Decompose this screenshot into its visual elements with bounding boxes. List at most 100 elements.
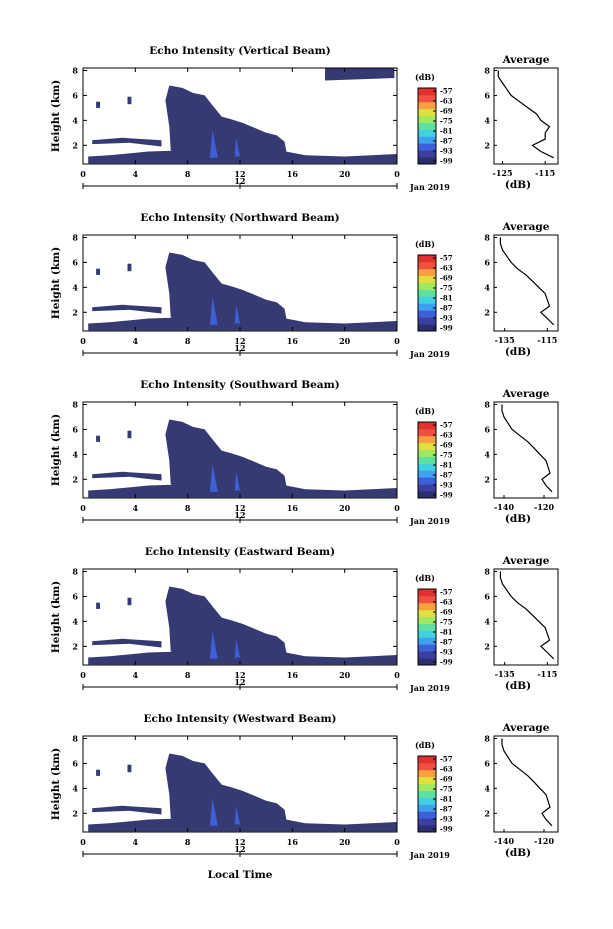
- colorbar-tick-label: -75: [440, 618, 453, 627]
- echo-low-band: [92, 471, 162, 481]
- average-ytick-label: 6: [484, 257, 490, 267]
- average-xlabel: (dB): [505, 680, 531, 692]
- colorbar-swatch: [418, 129, 436, 137]
- colorbar-unit: (dB): [415, 72, 435, 82]
- heatmap-xtick-label: 0: [80, 169, 86, 179]
- echo-main-cloud: [165, 252, 288, 325]
- echo-low-band: [92, 137, 162, 147]
- colorbar-swatch: [418, 825, 436, 833]
- colorbar-swatch: [418, 422, 436, 430]
- heatmap-xtick-label: 0: [80, 670, 86, 680]
- echo-low-band: [92, 805, 162, 815]
- colorbar-tick-label: -81: [440, 127, 453, 136]
- colorbar-tick-label: -99: [440, 157, 453, 166]
- echo-main-cloud: [165, 419, 288, 492]
- panel-2: Echo Intensity (Northward Beam) Height (k…: [50, 212, 559, 359]
- colorbar-tick-label: -57: [440, 421, 453, 430]
- average-xtick-label: -115: [535, 168, 555, 178]
- echo-strong-streak-2: [234, 304, 240, 324]
- heatmap-xtick-label: 20: [339, 670, 351, 680]
- average-ytick-label: 6: [484, 424, 490, 434]
- colorbar-swatch: [418, 150, 436, 158]
- colorbar-swatch: [418, 609, 436, 618]
- colorbar-tick-label: -75: [440, 451, 453, 460]
- echo-strong-streak-1: [209, 631, 218, 659]
- heatmap-xtick-label: 4: [133, 837, 139, 847]
- average-xlabel: (dB): [505, 847, 531, 859]
- average-xtick-label: -135: [495, 669, 515, 679]
- average-profile-line: [501, 404, 553, 493]
- average-profile-line: [499, 571, 555, 660]
- panel-5: Echo Intensity (Westward Beam) Height (km…: [50, 713, 559, 860]
- heatmap-ytick-label: 4: [72, 282, 78, 292]
- colorbar-tick-label: -81: [440, 795, 453, 804]
- heatmap-xtick-label: 0: [394, 503, 400, 513]
- average-title: Average: [502, 388, 550, 400]
- heatmap-title: Echo Intensity (Eastward Beam): [145, 546, 335, 558]
- average-frame: [493, 735, 559, 833]
- colorbar-swatch: [418, 261, 436, 270]
- panel-4: Echo Intensity (Eastward Beam) Height (km…: [50, 546, 559, 693]
- average-frame: [493, 401, 559, 499]
- heatmap-xtick-label: 20: [339, 837, 351, 847]
- colorbar-tick-label: -87: [440, 304, 453, 313]
- colorbar-tick-label: -69: [440, 608, 453, 617]
- average-ytick-label: 4: [484, 115, 490, 125]
- heatmap-xtick-label: 12: [234, 169, 245, 179]
- colorbar-unit: (dB): [415, 406, 435, 416]
- heatmap-ytick-label: 4: [72, 449, 78, 459]
- average-xtick-label: -120: [534, 836, 554, 846]
- echo-main-cloud: [165, 753, 288, 826]
- colorbar-tick-label: -87: [440, 805, 453, 814]
- panel-3: Echo Intensity (Southward Beam) Height (k…: [50, 379, 559, 526]
- heatmap-ytick-label: 8: [72, 65, 78, 75]
- echo-strong-streak-2: [234, 471, 240, 491]
- shared-xlabel: Local Time: [208, 869, 273, 881]
- echo-layer: [88, 586, 397, 665]
- heatmap-xtick-label: 20: [339, 169, 351, 179]
- average-ytick-label: 6: [484, 90, 490, 100]
- echo-strong-streak-2: [234, 638, 240, 658]
- colorbar-swatch: [418, 442, 436, 451]
- colorbar-swatch: [418, 589, 436, 597]
- heatmap-title: Echo Intensity (Vertical Beam): [149, 45, 330, 57]
- colorbar-tick-label: -63: [440, 431, 453, 440]
- colorbar-unit: (dB): [415, 573, 435, 583]
- date-axis-day: 12: [234, 176, 245, 186]
- average-ytick-label: 2: [484, 140, 490, 150]
- average-xtick-label: -140: [494, 502, 514, 512]
- average-profile-line: [499, 237, 555, 326]
- date-axis-month: Jan 2019: [409, 850, 450, 860]
- colorbar-swatch: [418, 484, 436, 492]
- echo-main-cloud: [165, 85, 288, 158]
- echo-layer: [88, 68, 397, 164]
- average-profile-line: [501, 738, 553, 827]
- average-ytick-label: 2: [484, 641, 490, 651]
- heatmap-xtick-label: 0: [394, 169, 400, 179]
- colorbar-swatch: [418, 428, 436, 437]
- colorbar-swatch: [418, 797, 436, 805]
- heatmap-ytick-label: 6: [72, 424, 78, 434]
- colorbar-swatch: [418, 449, 436, 457]
- colorbar-swatch: [418, 477, 436, 485]
- colorbar-swatch: [418, 456, 436, 464]
- colorbar-swatch: [418, 491, 436, 499]
- colorbar-tick-label: -63: [440, 97, 453, 106]
- colorbar-swatch: [418, 658, 436, 666]
- date-axis-day: 12: [234, 343, 245, 353]
- colorbar-tick-label: -75: [440, 785, 453, 794]
- date-axis-day: 12: [234, 677, 245, 687]
- average-xlabel: (dB): [505, 513, 531, 525]
- colorbar-swatch: [418, 136, 436, 144]
- heatmap-xtick-label: 12: [234, 336, 245, 346]
- colorbar-frame: [417, 588, 437, 666]
- colorbar-swatch: [418, 282, 436, 290]
- colorbar-swatch: [418, 811, 436, 819]
- echo-strong-streak-1: [209, 464, 218, 492]
- heatmap-ytick-label: 6: [72, 758, 78, 768]
- heatmap-xtick-label: 8: [185, 837, 191, 847]
- colorbar-swatch: [418, 289, 436, 297]
- heatmap-xtick-label: 12: [234, 837, 245, 847]
- colorbar-tick-label: -93: [440, 648, 453, 657]
